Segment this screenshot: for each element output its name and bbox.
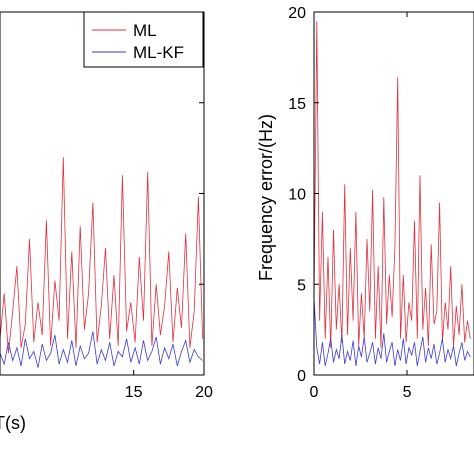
series-line-ml	[0, 157, 203, 354]
y-tick-label: 20	[288, 5, 306, 22]
legend-box	[83, 11, 204, 68]
plot-area	[314, 21, 471, 366]
y-tick-label: 10	[288, 187, 306, 204]
right-panel: 0 5 0 5 10 15 20 Frequency error/(Hz)	[256, 5, 474, 401]
y-axis-label: Frequency error/(Hz)	[256, 114, 276, 281]
left-panel: 15 20 T(s) ML ML-KF	[0, 11, 213, 433]
series-line-ml-kf	[314, 298, 471, 366]
series-line-ml	[314, 21, 471, 348]
axes-frame	[313, 11, 474, 376]
legend-label-ml: ML	[133, 21, 157, 40]
y-tick-label: 15	[288, 96, 306, 113]
series-line-ml-kf	[0, 331, 203, 368]
x-tick-label: 15	[125, 384, 143, 401]
legend-label-ml-kf: ML-KF	[133, 43, 184, 62]
y-tick-label: 0	[297, 368, 306, 385]
legend: ML ML-KF	[83, 11, 204, 68]
y-tick-label: 5	[297, 277, 306, 294]
plot-area	[0, 157, 203, 368]
x-axis-label: T(s)	[0, 413, 26, 433]
x-tick-label: 20	[195, 384, 213, 401]
x-tick-label: 0	[310, 384, 319, 401]
x-tick-label: 5	[403, 384, 412, 401]
